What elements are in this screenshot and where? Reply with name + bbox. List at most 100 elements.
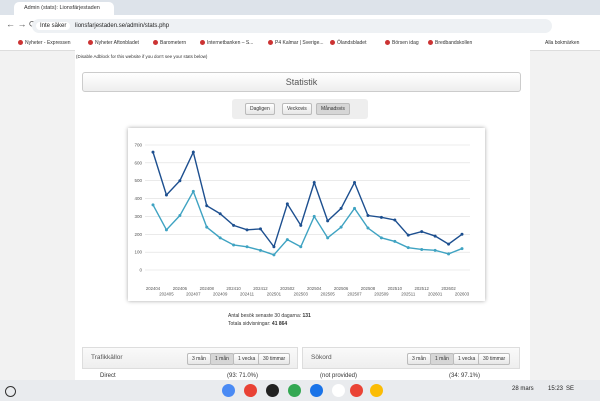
address-bar[interactable]: Inte säker lionsfarjestaden.se/admin/sta… <box>32 19 552 33</box>
panel-title: Trafikkällor <box>91 354 123 361</box>
x-tick-label: 202508 <box>361 286 376 291</box>
x-tick-label: 202411 <box>240 292 255 297</box>
x-tick-label: 202501 <box>267 292 282 297</box>
bookmark[interactable]: Börsen idag <box>385 36 419 50</box>
point-marker <box>218 236 222 240</box>
taskbar: 28 mars 15:23 SE <box>0 380 600 401</box>
range-button[interactable]: 1 mån <box>430 353 454 365</box>
y-tick-label: 400 <box>134 196 142 201</box>
x-tick-label: 202408 <box>200 286 215 291</box>
app-icon[interactable] <box>350 384 363 397</box>
period-button[interactable]: Veckovis <box>282 103 312 115</box>
bookmark-label: Nyheter Aftonbladet <box>95 40 139 46</box>
bookmark[interactable]: Internetbanken – S... <box>200 36 253 50</box>
all-bookmarks[interactable]: Alla bokmärken <box>545 40 580 46</box>
point-marker <box>164 193 168 197</box>
bookmarks-bar: Alla bokmärken Nyheter - Expressen Nyhete… <box>0 36 600 51</box>
x-tick-label: 202511 <box>401 292 416 297</box>
point-marker <box>379 215 383 219</box>
x-tick-label: 202404 <box>146 286 161 291</box>
point-marker <box>339 206 343 210</box>
bookmark-icon <box>88 40 93 45</box>
nav-buttons[interactable]: ← → ⟳ <box>6 19 37 29</box>
point-marker <box>151 150 155 154</box>
row-label: (not provided) <box>320 373 358 379</box>
bookmark[interactable]: P4 Kalmar | Sverige... <box>268 36 324 50</box>
app-icon[interactable] <box>310 384 323 397</box>
range-button[interactable]: 1 vecka <box>453 353 481 365</box>
app-icon[interactable] <box>244 384 257 397</box>
app-icon[interactable] <box>266 384 279 397</box>
app-icon[interactable] <box>222 384 235 397</box>
series-line <box>152 150 463 249</box>
tab[interactable]: Admin (stats): Lionsfärjestaden <box>14 2 114 15</box>
point-marker <box>285 238 289 242</box>
point-marker <box>447 242 451 246</box>
point-marker <box>232 243 236 247</box>
point-marker <box>312 181 316 184</box>
date[interactable]: 28 mars <box>512 386 534 392</box>
point-marker <box>433 248 437 252</box>
pageviews: Totala sidvisningar: 41 864 <box>228 321 287 327</box>
point-marker <box>178 179 182 183</box>
row-value: (93: 71.0%) <box>227 373 259 379</box>
language[interactable]: SE <box>566 386 575 392</box>
point-marker <box>178 214 182 218</box>
range-button[interactable]: 3 mån <box>407 353 431 365</box>
point-marker <box>393 239 397 243</box>
chart-box: 0 100 200 300 400 500 600 700 202404 202405 202406… <box>128 128 485 301</box>
series-line <box>152 189 463 256</box>
range-button[interactable]: 30 timmar <box>478 353 511 365</box>
point-marker <box>272 245 276 249</box>
point-marker <box>447 252 451 256</box>
x-tick-label: 202410 <box>226 286 241 291</box>
point-marker <box>420 247 424 251</box>
x-tick-label: 202507 <box>347 292 362 297</box>
range-button[interactable]: 3 mån <box>187 353 211 365</box>
chart: 0 100 200 300 400 500 600 700 202404202405202406… <box>134 143 470 297</box>
point-marker <box>420 230 424 234</box>
period-button[interactable]: Dagligen <box>245 103 275 115</box>
app-icon[interactable] <box>370 384 383 397</box>
y-tick-label: 500 <box>134 178 142 183</box>
bookmark-icon <box>200 40 205 45</box>
point-marker <box>460 232 464 236</box>
point-marker <box>406 246 410 250</box>
x-tick-label: 202601 <box>428 292 443 297</box>
row-value: (34: 97.1%) <box>449 373 481 379</box>
y-tick-label: 0 <box>139 268 142 273</box>
bookmark-label: Barometern <box>160 40 187 46</box>
notice: (Disable Adblock for this website if you… <box>76 54 208 59</box>
app-icon[interactable] <box>332 384 345 397</box>
point-marker <box>285 202 289 206</box>
x-tick-label: 202406 <box>173 286 188 291</box>
range-button[interactable]: 30 timmar <box>258 353 291 365</box>
period-button[interactable]: Månadsvis <box>316 103 350 115</box>
bookmark[interactable]: Nyheter - Expressen <box>18 36 71 50</box>
bookmark[interactable]: Barometern <box>153 36 186 50</box>
point-marker <box>191 189 195 193</box>
bookmark-label: Nyheter - Expressen <box>25 40 71 46</box>
range-button[interactable]: 1 vecka <box>233 353 261 365</box>
point-marker <box>393 218 397 222</box>
time[interactable]: 15:23 <box>548 386 564 392</box>
bookmark-icon <box>18 40 23 45</box>
app-icon[interactable] <box>288 384 301 397</box>
point-marker <box>460 247 464 251</box>
bookmark[interactable]: Bredbandskollen <box>428 36 472 50</box>
point-marker <box>205 204 209 208</box>
bookmark-icon <box>268 40 273 45</box>
range-button[interactable]: 1 mån <box>210 353 234 365</box>
bookmark[interactable]: Nyheter Aftonbladet <box>88 36 139 50</box>
security-chip[interactable]: Inte säker <box>36 22 71 30</box>
url: lionsfarjestaden.se/admin/stats.php <box>75 23 170 29</box>
x-tick-label: 202509 <box>374 292 389 297</box>
x-tick-label: 202505 <box>320 292 335 297</box>
point-marker <box>299 223 303 227</box>
x-tick-label: 202412 <box>253 286 268 291</box>
bookmark[interactable]: Ölandsbladet <box>330 36 366 50</box>
y-tick-label: 100 <box>134 250 142 255</box>
visits-label: Antal besök senaste 30 dagarna: <box>228 313 302 319</box>
x-tick-label: 202602 <box>441 286 456 291</box>
launcher[interactable] <box>5 386 16 397</box>
